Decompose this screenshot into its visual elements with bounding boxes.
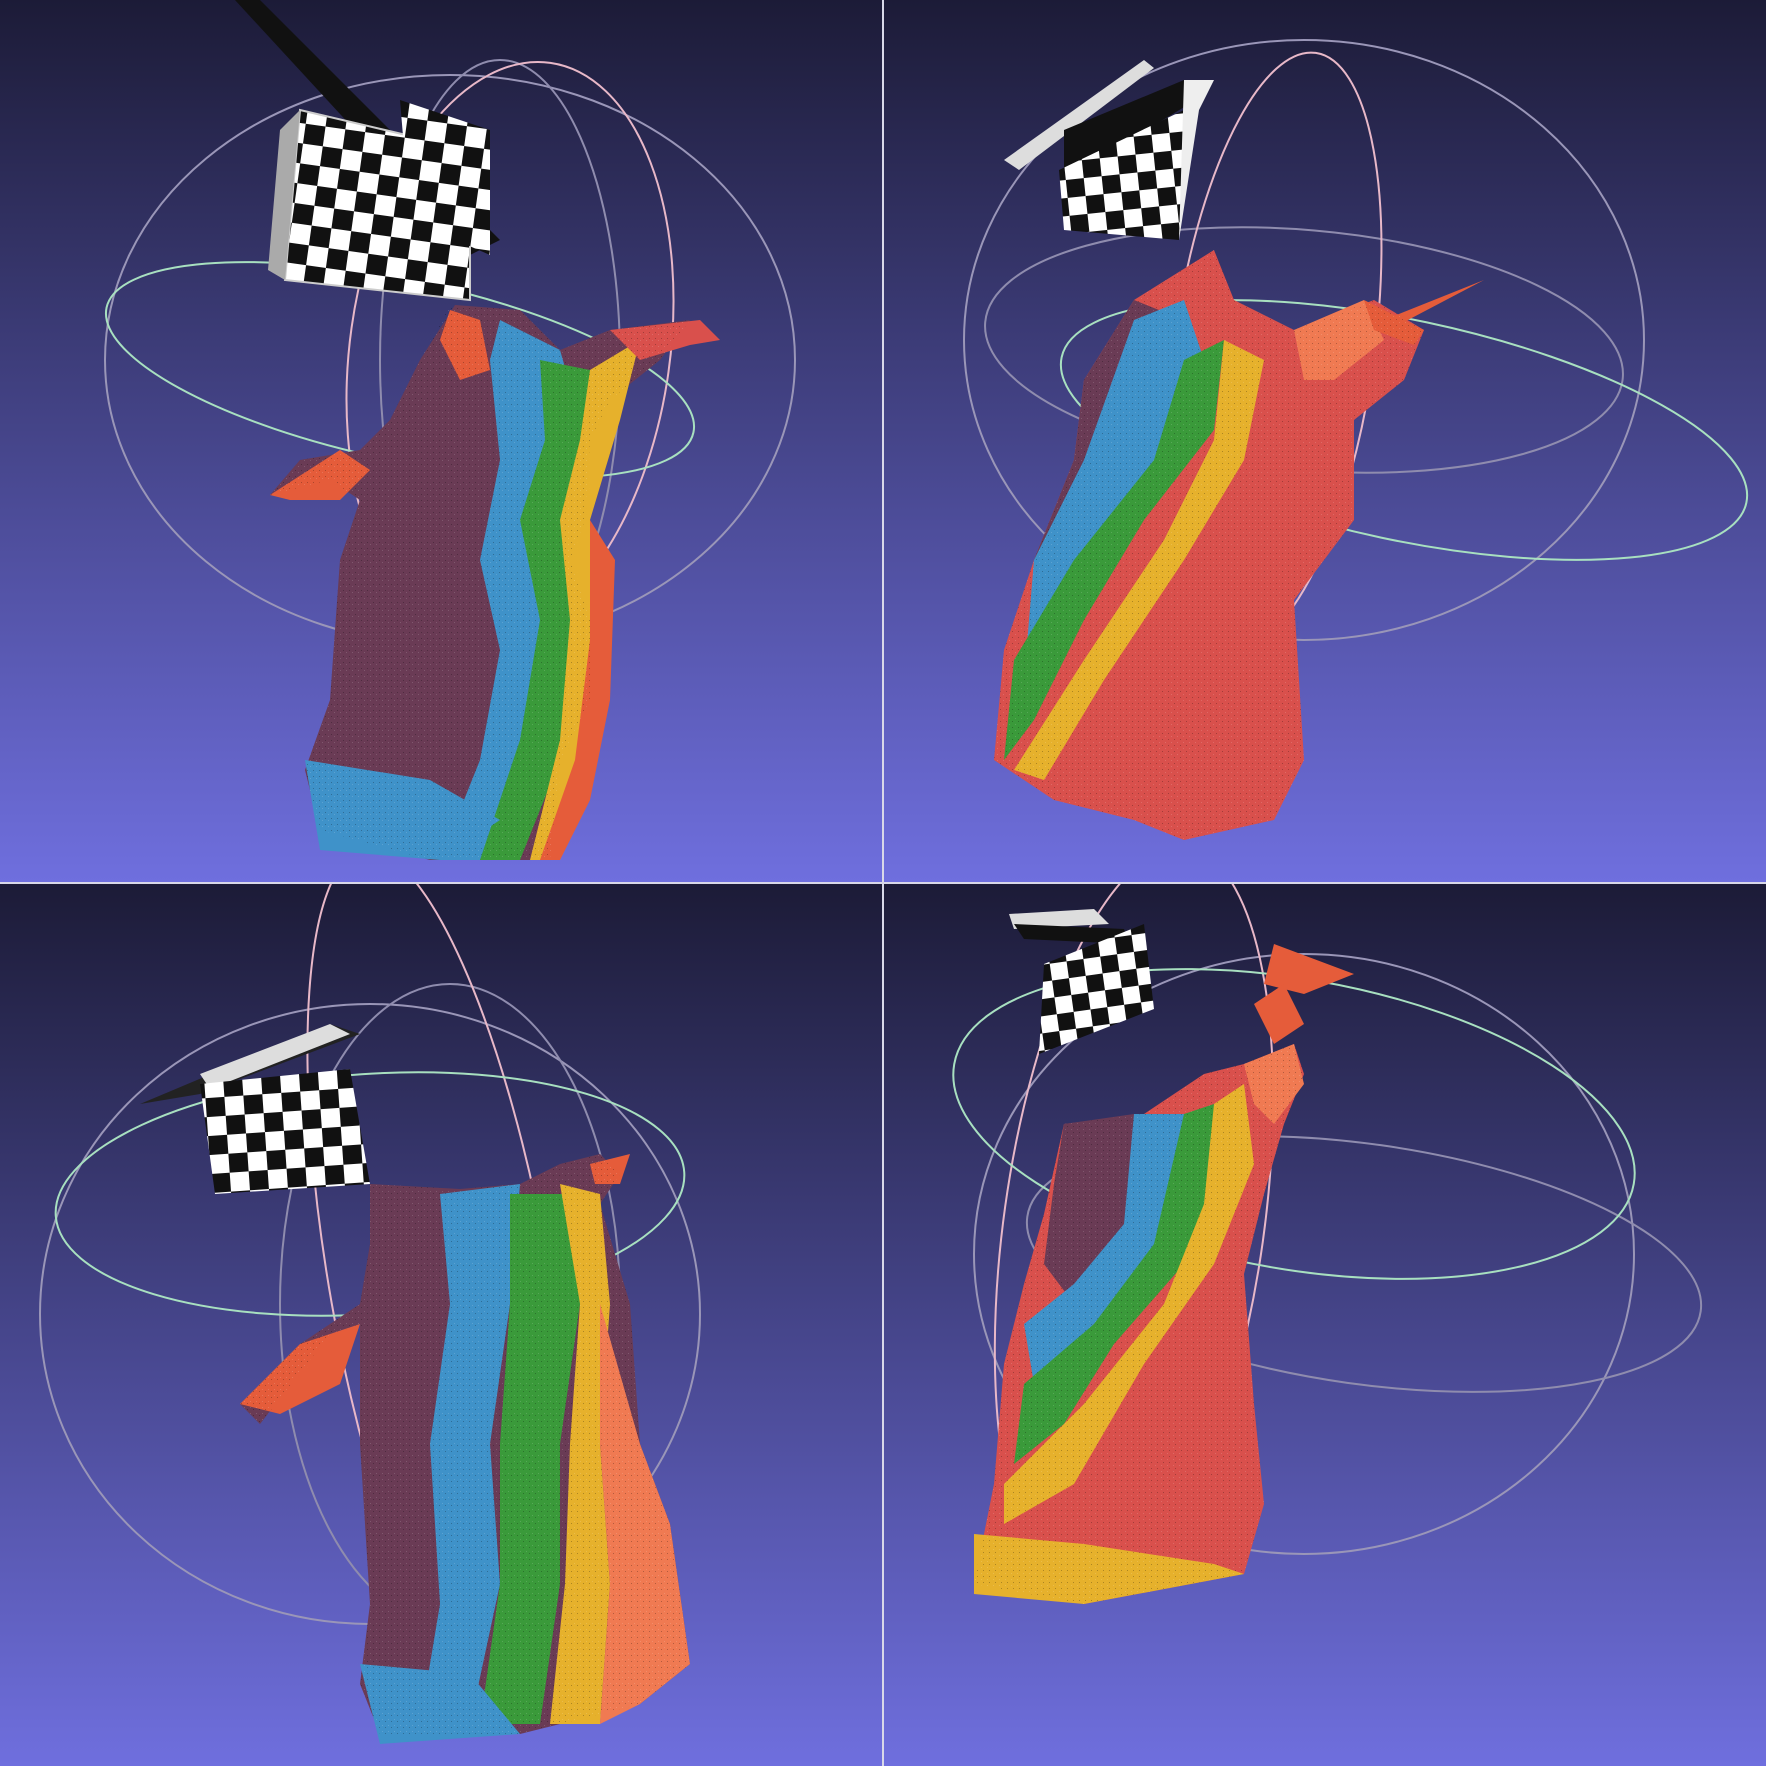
checkerboard-flag — [1004, 60, 1214, 240]
checkerboard-flag — [1009, 909, 1154, 1054]
checkerboard-flag — [140, 1024, 370, 1194]
checkerboard-flag — [235, 0, 500, 302]
trackball-horizontal-ring — [1059, 299, 1749, 561]
trackball-frontal-ring — [973, 953, 1635, 1555]
viewport-top-right[interactable] — [884, 0, 1766, 882]
viewport-bottom-right[interactable] — [884, 884, 1766, 1766]
scene-render — [104, 0, 796, 860]
viewport-top-left[interactable] — [0, 0, 882, 882]
scene-render — [952, 884, 1703, 1604]
scene-render — [963, 39, 1749, 840]
trackball-side-ring — [1025, 1135, 1703, 1393]
textured-statue-mesh — [240, 1154, 690, 1744]
scene-render — [39, 884, 701, 1744]
viewport-bottom-left[interactable] — [0, 884, 882, 1766]
trackball-frontal-ring — [963, 39, 1645, 641]
textured-statue-mesh — [994, 250, 1484, 840]
textured-statue-mesh — [270, 305, 720, 860]
textured-statue-mesh — [974, 944, 1354, 1604]
